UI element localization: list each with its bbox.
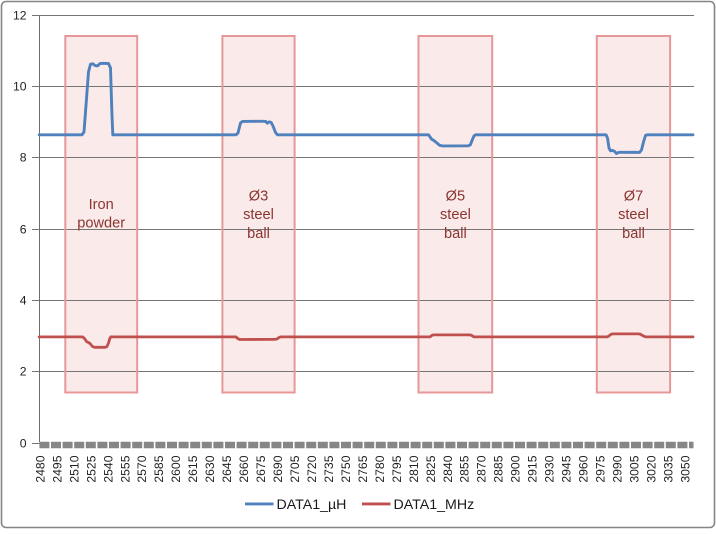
svg-text:2720: 2720 <box>305 455 319 482</box>
svg-text:2675: 2675 <box>254 455 268 482</box>
svg-text:2615: 2615 <box>186 455 200 482</box>
svg-text:3005: 3005 <box>627 455 641 482</box>
svg-text:Ø7: Ø7 <box>624 189 643 205</box>
svg-text:2900: 2900 <box>509 455 523 482</box>
svg-text:10: 10 <box>13 80 27 94</box>
svg-text:2690: 2690 <box>271 455 285 482</box>
svg-text:12: 12 <box>13 9 27 23</box>
svg-text:2990: 2990 <box>611 455 625 482</box>
svg-text:Ø5: Ø5 <box>446 189 465 205</box>
svg-text:2945: 2945 <box>560 455 574 482</box>
svg-text:2525: 2525 <box>84 455 98 482</box>
svg-text:4: 4 <box>20 294 27 308</box>
svg-text:3020: 3020 <box>644 455 658 482</box>
svg-text:2810: 2810 <box>407 455 421 482</box>
svg-text:DATA1_µH: DATA1_µH <box>277 497 347 513</box>
svg-text:2735: 2735 <box>322 455 336 482</box>
svg-text:2480: 2480 <box>33 455 47 482</box>
svg-text:steel: steel <box>243 207 274 223</box>
svg-text:6: 6 <box>20 223 27 237</box>
svg-text:2495: 2495 <box>50 455 64 482</box>
svg-text:2540: 2540 <box>101 455 115 482</box>
svg-text:2825: 2825 <box>424 455 438 482</box>
svg-text:ball: ball <box>247 226 270 242</box>
svg-text:2555: 2555 <box>118 455 132 482</box>
svg-text:2765: 2765 <box>356 455 370 482</box>
svg-text:2885: 2885 <box>492 455 506 482</box>
svg-text:2: 2 <box>20 365 27 379</box>
svg-text:8: 8 <box>20 151 27 165</box>
svg-text:DATA1_MHz: DATA1_MHz <box>394 497 475 513</box>
svg-text:0: 0 <box>20 437 27 451</box>
svg-text:2795: 2795 <box>390 455 404 482</box>
svg-text:steel: steel <box>440 207 471 223</box>
svg-text:2630: 2630 <box>203 455 217 482</box>
svg-text:2780: 2780 <box>373 455 387 482</box>
svg-text:2975: 2975 <box>594 455 608 482</box>
svg-text:ball: ball <box>444 226 467 242</box>
svg-text:powder: powder <box>77 216 125 232</box>
svg-text:2705: 2705 <box>288 455 302 482</box>
svg-text:Ø3: Ø3 <box>249 189 268 205</box>
svg-text:2660: 2660 <box>237 455 251 482</box>
svg-text:ball: ball <box>622 226 645 242</box>
svg-text:3035: 3035 <box>661 455 675 482</box>
svg-text:2600: 2600 <box>169 455 183 482</box>
svg-text:2645: 2645 <box>220 455 234 482</box>
svg-text:steel: steel <box>618 207 649 223</box>
svg-text:2570: 2570 <box>135 455 149 482</box>
svg-text:2855: 2855 <box>458 455 472 482</box>
svg-text:2915: 2915 <box>526 455 540 482</box>
svg-text:2585: 2585 <box>152 455 166 482</box>
svg-text:3050: 3050 <box>678 455 692 482</box>
svg-text:2960: 2960 <box>577 455 591 482</box>
svg-text:2930: 2930 <box>543 455 557 482</box>
svg-text:2870: 2870 <box>475 455 489 482</box>
svg-text:2750: 2750 <box>339 455 353 482</box>
svg-text:2510: 2510 <box>67 455 81 482</box>
svg-text:Iron: Iron <box>89 197 114 213</box>
svg-text:2840: 2840 <box>441 455 455 482</box>
